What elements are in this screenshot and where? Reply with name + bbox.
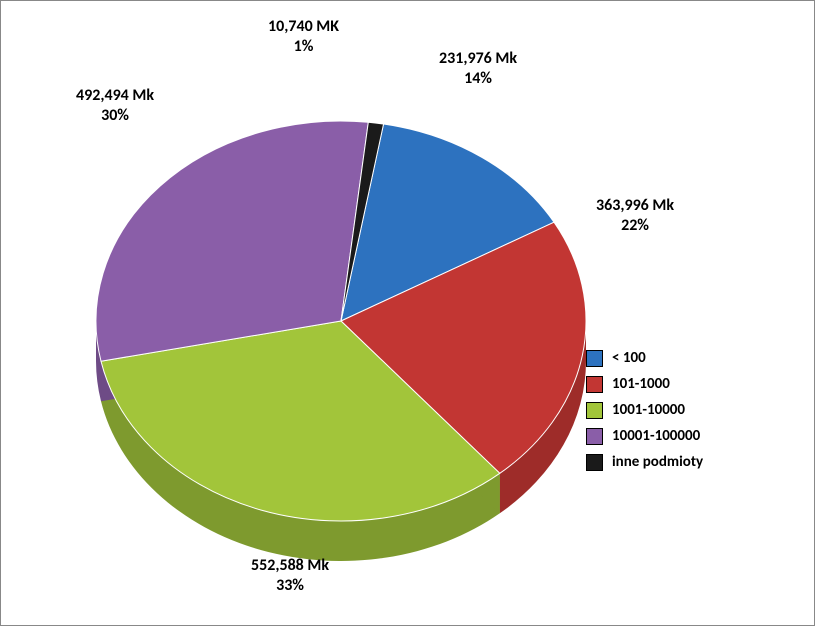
legend-item-1001_10k: 1001-10000 (586, 401, 703, 419)
legend-item-101_1000: 101-1000 (586, 375, 703, 393)
label-value: 492,494 Mk (76, 86, 154, 106)
label-value: 552,588 Mk (251, 556, 329, 576)
label-101_1000: 363,996 Mk22% (596, 196, 674, 236)
legend-item-inne: inne podmioty (586, 453, 703, 471)
legend-swatch (586, 428, 603, 445)
legend-label: 10001-100000 (612, 427, 700, 445)
label-value: 363,996 Mk (596, 196, 674, 216)
legend-swatch (586, 350, 603, 367)
label-percent: 30% (76, 106, 154, 126)
label-1001_10k: 552,588 Mk33% (251, 556, 329, 596)
legend: < 100 101-1000 1001-10000 10001-100000 inne … (586, 341, 703, 479)
label-percent: 22% (596, 216, 674, 236)
label-10k_100k: 492,494 Mk30% (76, 86, 154, 126)
legend-swatch (586, 454, 603, 471)
legend-label: 1001-10000 (612, 401, 685, 419)
label-percent: 14% (439, 69, 517, 89)
legend-item-10k_100k: 10001-100000 (586, 427, 703, 445)
label-inne: 10,740 MK1% (268, 17, 339, 57)
label-value: 10,740 MK (268, 17, 339, 37)
label-percent: 33% (251, 576, 329, 596)
legend-label: 101-1000 (612, 375, 670, 393)
legend-swatch (586, 402, 603, 419)
legend-swatch (586, 376, 603, 393)
legend-label: < 100 (612, 349, 646, 367)
legend-label: inne podmioty (612, 453, 703, 471)
legend-item-lt100: < 100 (586, 349, 703, 367)
label-value: 231,976 Mk (439, 49, 517, 69)
label-lt100: 231,976 Mk14% (439, 49, 517, 89)
label-percent: 1% (268, 37, 339, 57)
